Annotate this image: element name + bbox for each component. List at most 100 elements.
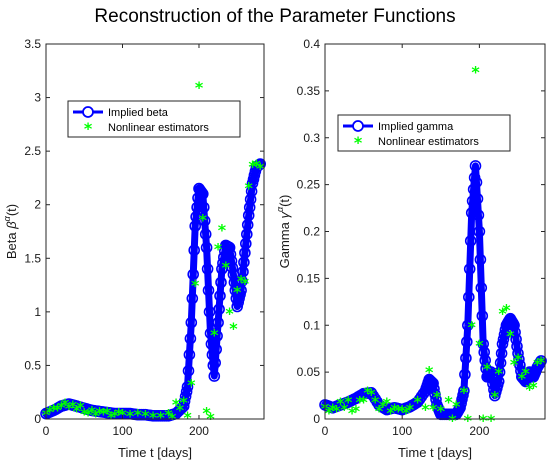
beta-implied-marker <box>202 284 215 297</box>
beta-nonlinear-point: * <box>157 408 166 427</box>
gamma-nonlinear-point: * <box>413 392 422 411</box>
gamma-implied-marker <box>476 310 489 322</box>
beta-nonlinear-point: * <box>141 407 150 426</box>
gamma-nonlinear-point: * <box>332 402 341 421</box>
beta-nonlinear-point: * <box>99 405 108 424</box>
beta-implied-marker <box>200 241 213 254</box>
beta-nonlinear-point: * <box>180 393 189 412</box>
beta-nonlinear-point: * <box>103 404 112 423</box>
gamma-nonlinear-point: * <box>448 411 457 430</box>
gamma-nonlinear-point: * <box>394 402 403 421</box>
gamma-ytick-label: 0.4 <box>303 37 320 51</box>
beta-nonlinear-point: * <box>245 179 254 198</box>
beta-nonlinear-point: * <box>88 402 97 421</box>
gamma-xlabel: Time t [days] <box>398 445 472 460</box>
gamma-nonlinear-point: * <box>433 388 442 407</box>
beta-implied-marker <box>217 257 229 269</box>
beta-legend-label-nonlinear: Nonlinear estimators <box>108 122 209 134</box>
gamma-ytick-label: 0.05 <box>297 365 321 379</box>
gamma-nonlinear-point: * <box>429 400 438 419</box>
gamma-ytick-label: 0.25 <box>297 178 321 192</box>
gamma-legend: Implied gamma * Nonlinear estimators <box>337 114 511 152</box>
gamma-implied-marker <box>454 401 466 414</box>
beta-nonlinear-point: * <box>237 272 246 291</box>
gamma-nonlinear-point: * <box>379 397 388 416</box>
gamma-nonlinear-point: * <box>525 380 534 399</box>
gamma-implied-marker <box>429 388 441 401</box>
beta-legend-circle-swatch <box>82 106 94 118</box>
beta-nonlinear-point: * <box>210 325 219 344</box>
beta-implied-marker <box>199 228 212 240</box>
beta-ylabel: Beta βα(t) <box>2 204 19 259</box>
gamma-ytick-label: 0.35 <box>297 84 321 98</box>
gamma-implied-marker <box>473 225 486 238</box>
gamma-nonlinear-point: * <box>348 404 357 423</box>
beta-implied-marker <box>185 316 198 329</box>
gamma-implied-marker <box>464 235 477 247</box>
gamma-ylabel-suffix: (t) <box>277 195 292 207</box>
gamma-legend-asterisk-swatch: * <box>354 133 363 152</box>
beta-implied-marker <box>210 343 222 356</box>
beta-implied-marker <box>211 330 223 342</box>
beta-implied-marker <box>184 332 197 345</box>
beta-legend-box <box>67 100 241 138</box>
gamma-implied-marker <box>427 377 439 390</box>
beta-nonlinear-point: * <box>199 211 208 230</box>
beta-nonlinear-point: * <box>69 397 78 416</box>
gamma-nonlinear-point: * <box>437 402 446 421</box>
beta-legend-label-implied: Implied beta <box>108 107 169 119</box>
gamma-nonlinear-point: * <box>518 369 527 388</box>
gamma-nonlinear-point: * <box>383 394 392 413</box>
beta-implied-marker <box>186 292 199 305</box>
gamma-nonlinear-point: * <box>363 383 372 402</box>
beta-nonlinear-point: * <box>92 407 101 426</box>
beta-nonlinear-point: * <box>183 408 192 427</box>
gamma-implied-marker <box>512 347 524 360</box>
gamma-implied-marker <box>478 346 491 359</box>
beta-nonlinear-point: * <box>72 401 81 420</box>
gamma-implied-marker <box>514 359 526 371</box>
gamma-nonlinear-point: * <box>421 400 430 419</box>
beta-xtick-label: 0 <box>43 424 50 438</box>
gamma-implied-marker <box>475 281 488 294</box>
gamma-nonlinear-point: * <box>460 383 469 402</box>
beta-implied-marker <box>176 402 188 414</box>
gamma-nonlinear-point: * <box>329 400 338 419</box>
gamma-implied-marker <box>509 326 521 339</box>
gamma-nonlinear-point: * <box>529 378 538 397</box>
beta-ylabel-symbol: β <box>4 221 19 230</box>
gamma-implied-marker <box>511 340 523 353</box>
beta-ytick-label: 0.5 <box>24 358 41 372</box>
gamma-nonlinear-point: * <box>479 411 488 430</box>
gamma-ytick-label: 0 <box>313 412 320 426</box>
beta-nonlinear-point: * <box>164 406 173 425</box>
gamma-nonlinear-point: * <box>344 392 353 411</box>
beta-implied-marker <box>228 276 241 289</box>
gamma-nonlinear-point: * <box>487 411 496 430</box>
gamma-nonlinear-point: * <box>352 402 361 421</box>
beta-implied-marker <box>254 158 267 170</box>
gamma-panel: *********************** * ***** ***********… <box>275 37 547 460</box>
beta-nonlinear-point: * <box>187 376 196 395</box>
gamma-nonlinear-point: * <box>367 385 376 404</box>
beta-implied-marker <box>201 263 214 275</box>
gamma-implied-marker <box>535 355 547 367</box>
beta-ytick-label: 2 <box>34 198 41 212</box>
gamma-implied-marker <box>486 372 498 384</box>
beta-nonlinear-point: * <box>126 407 135 426</box>
beta-nonlinear-point: * <box>225 304 234 323</box>
beta-implied-marker <box>226 261 239 274</box>
gamma-implied-marker <box>471 192 484 205</box>
beta-nonlinear-point: * <box>76 398 85 417</box>
gamma-legend-box <box>337 114 511 152</box>
gamma-nonlinear-point: * <box>502 300 511 319</box>
beta-nonlinear-point: * <box>202 404 211 423</box>
beta-implied-marker <box>242 209 255 222</box>
gamma-legend-label-nonlinear: Nonlinear estimators <box>378 136 479 148</box>
gamma-implied-marker <box>479 354 492 367</box>
beta-implied-marker <box>224 248 237 261</box>
beta-implied-marker <box>208 370 221 382</box>
beta-implied-marker <box>214 289 226 302</box>
beta-implied-marker <box>181 381 194 393</box>
gamma-nonlinear-point: * <box>533 355 542 374</box>
